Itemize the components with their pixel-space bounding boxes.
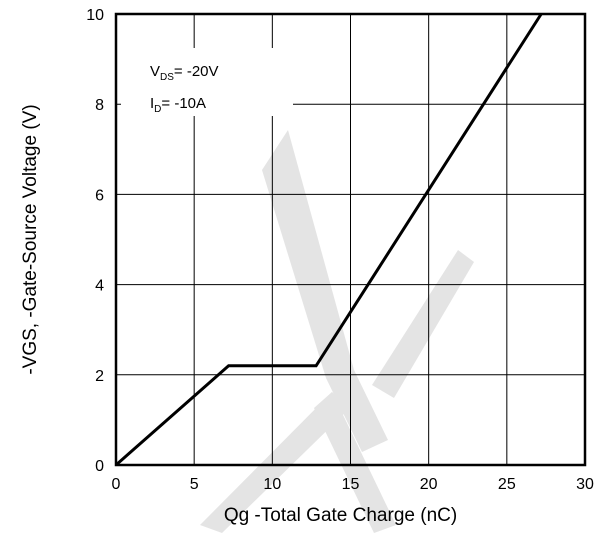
y-tick-label: 2 — [95, 368, 104, 385]
x-tick-label: 30 — [576, 476, 594, 493]
watermark-logo — [200, 130, 474, 533]
y-tick-label: 8 — [95, 97, 104, 114]
x-tick-labels: 0 5 10 15 20 25 30 — [112, 476, 594, 493]
watermark-stroke — [200, 392, 350, 533]
annotation-box: VDS= -20V ID= -10A — [121, 48, 293, 116]
y-axis-title: -VGS, -Gate-Source Voltage (V) — [20, 104, 41, 374]
annotation-background — [121, 48, 293, 116]
x-tick-label: 20 — [420, 476, 438, 493]
series-layer — [115, 13, 543, 467]
watermark-stroke — [372, 250, 474, 398]
x-tick-label: 5 — [190, 476, 199, 493]
watermark-stroke — [314, 392, 396, 533]
x-axis-title: Qg -Total Gate Charge (nC) — [224, 505, 457, 526]
watermark-stroke — [262, 130, 354, 378]
series-line — [115, 13, 543, 467]
y-tick-label: 10 — [86, 7, 104, 24]
y-tick-labels: 0 2 4 6 8 10 — [86, 7, 104, 475]
y-tick-label: 0 — [95, 458, 104, 475]
x-tick-label: 0 — [112, 476, 121, 493]
x-tick-label: 10 — [263, 476, 281, 493]
y-tick-label: 4 — [95, 278, 104, 295]
annotation-text: ID= -10A — [150, 95, 206, 115]
x-tick-label: 15 — [342, 476, 360, 493]
x-tick-label: 25 — [498, 476, 516, 493]
plot-frame — [114, 12, 587, 467]
y-tick-label: 6 — [95, 187, 104, 204]
watermark-stroke — [326, 370, 388, 452]
annotation-text: VDS= -20V — [150, 63, 219, 83]
